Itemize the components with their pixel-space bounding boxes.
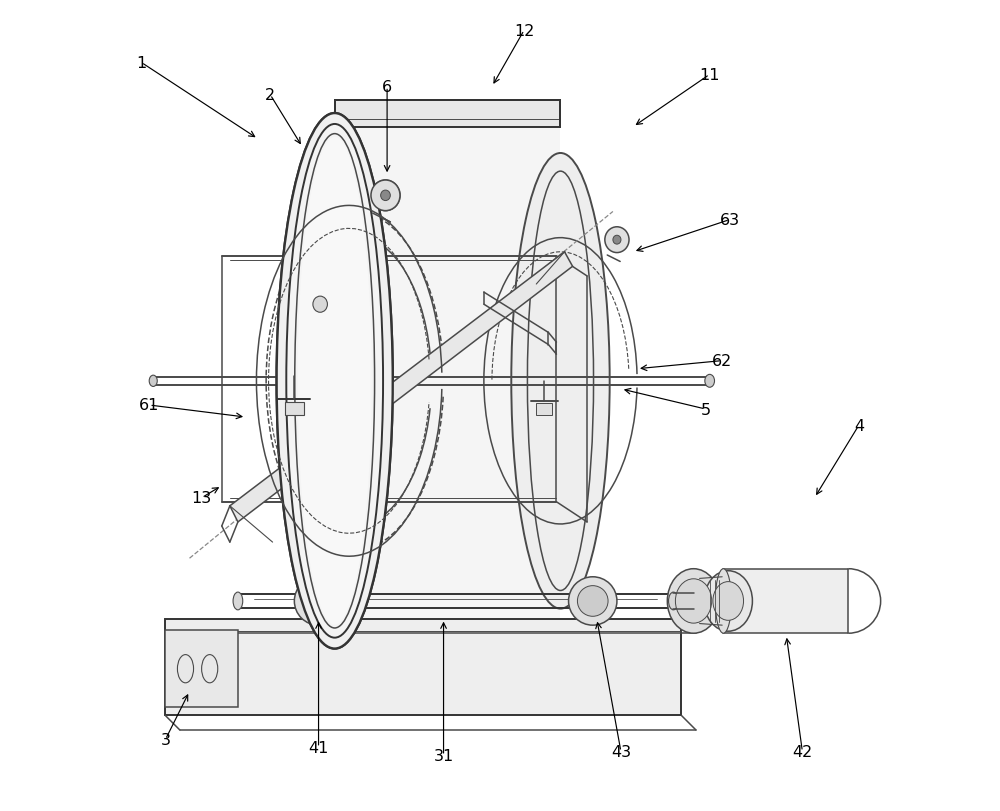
Text: 1: 1 [136,56,146,71]
Ellipse shape [233,592,243,610]
Text: 4: 4 [854,418,864,433]
Ellipse shape [713,582,744,620]
Polygon shape [723,569,848,633]
Ellipse shape [381,191,390,201]
Ellipse shape [286,125,383,638]
Ellipse shape [381,191,390,201]
Ellipse shape [277,114,393,649]
Ellipse shape [371,181,400,212]
Text: 63: 63 [720,212,740,228]
Text: 5: 5 [701,402,711,417]
Text: 3: 3 [160,732,170,747]
Ellipse shape [667,569,720,633]
Ellipse shape [605,228,629,253]
Ellipse shape [286,125,383,638]
Polygon shape [230,252,573,522]
Text: 61: 61 [139,398,159,413]
Ellipse shape [297,136,373,626]
Ellipse shape [298,138,372,625]
Ellipse shape [520,164,601,599]
Ellipse shape [313,297,327,313]
Ellipse shape [277,114,393,649]
Text: 42: 42 [792,744,813,759]
Ellipse shape [303,586,334,616]
Ellipse shape [715,569,731,633]
Polygon shape [335,127,560,635]
Ellipse shape [371,181,400,212]
Ellipse shape [613,236,621,245]
Text: 11: 11 [699,68,720,83]
Ellipse shape [294,577,343,625]
Ellipse shape [149,375,157,387]
Text: 12: 12 [514,24,534,38]
Ellipse shape [675,579,712,624]
Bar [165,619,681,715]
Bar [285,401,304,415]
Text: 6: 6 [382,79,392,95]
Ellipse shape [669,592,678,610]
Text: 43: 43 [611,744,631,759]
Ellipse shape [569,577,617,625]
Text: 62: 62 [712,354,732,369]
Bar [536,404,552,416]
Text: 41: 41 [308,740,329,755]
Bar [165,630,238,707]
Bar [335,101,560,127]
Ellipse shape [511,154,610,609]
Text: 13: 13 [191,491,212,505]
Ellipse shape [315,301,330,317]
Ellipse shape [705,375,715,388]
Text: 2: 2 [265,88,275,103]
Ellipse shape [704,571,752,632]
Bar [285,402,304,415]
Ellipse shape [577,586,608,616]
Text: 31: 31 [433,749,454,763]
